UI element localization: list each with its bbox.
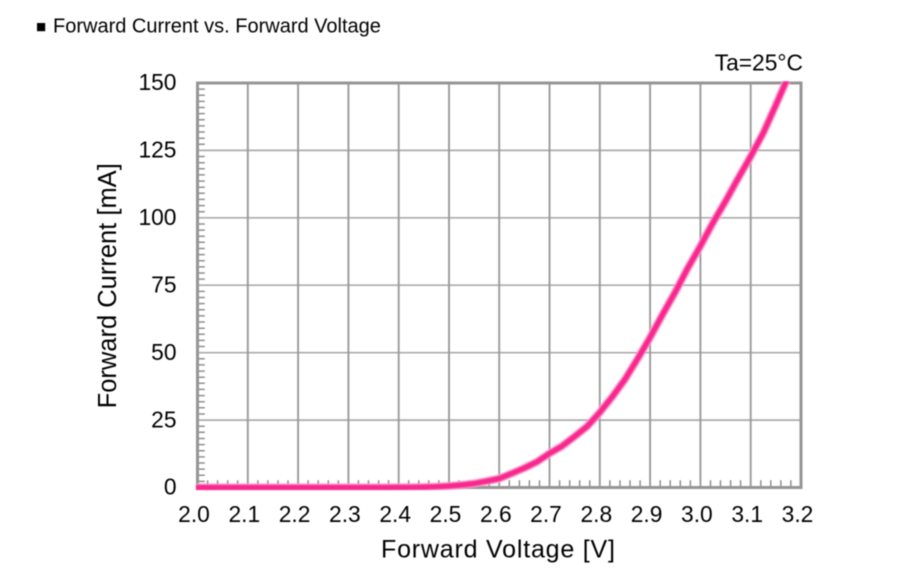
svg-text:3.0: 3.0 [681,501,713,527]
svg-text:3.2: 3.2 [782,501,814,527]
svg-text:75: 75 [151,271,176,297]
svg-text:Forward Voltage [V]: Forward Voltage [V] [381,535,616,563]
svg-text:3.1: 3.1 [731,501,763,527]
svg-text:Ta=25°C: Ta=25°C [715,49,803,75]
svg-text:150: 150 [138,69,176,95]
svg-text:2.2: 2.2 [279,501,311,527]
svg-text:2.9: 2.9 [631,501,663,527]
svg-text:50: 50 [151,339,176,365]
svg-text:25: 25 [151,406,176,432]
svg-text:2.6: 2.6 [480,501,512,527]
svg-text:2.7: 2.7 [530,501,562,527]
svg-text:2.3: 2.3 [329,501,361,527]
svg-text:2.8: 2.8 [580,501,612,527]
svg-text:Forward Current vs. Forward Vo: Forward Current vs. Forward Voltage [53,15,381,37]
svg-text:Forward Current [mA]: Forward Current [mA] [94,163,122,408]
svg-text:2.1: 2.1 [228,501,260,527]
svg-text:100: 100 [138,204,176,230]
svg-text:2.0: 2.0 [178,501,210,527]
svg-text:2.5: 2.5 [430,501,462,527]
svg-text:2.4: 2.4 [379,501,411,527]
svg-text:125: 125 [138,137,176,163]
svg-text:0: 0 [164,474,177,500]
